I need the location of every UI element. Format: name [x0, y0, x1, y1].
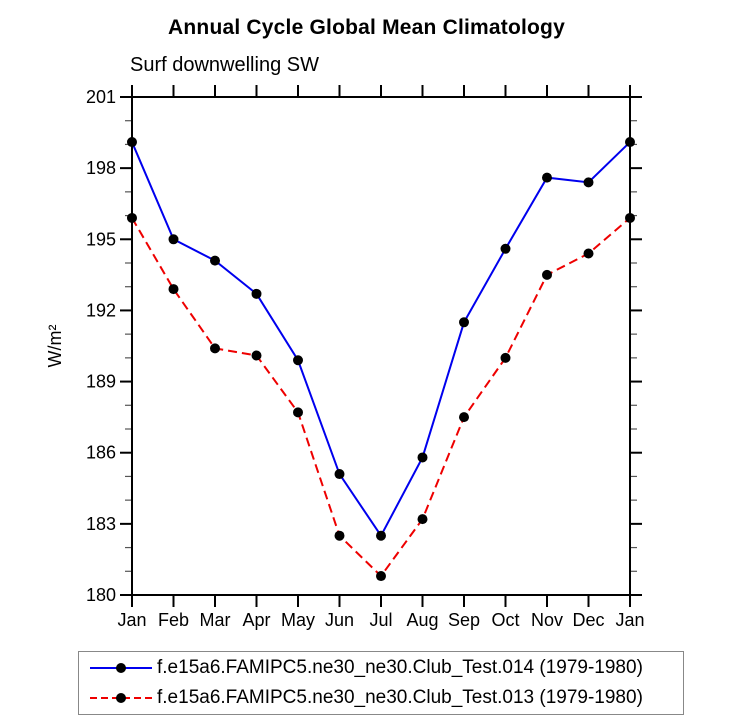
y-tick-label: 192	[86, 300, 116, 320]
x-tick-label: May	[281, 610, 315, 630]
x-tick-label: Mar	[200, 610, 231, 630]
legend-row: f.e15a6.FAMIPC5.ne30_ne30.Club_Test.014 …	[88, 653, 683, 683]
data-point-marker	[542, 269, 552, 280]
legend-line-sample	[90, 693, 152, 703]
data-point-marker	[500, 243, 511, 254]
x-tick-label: Sep	[448, 610, 480, 630]
chart-subtitle: Surf downwelling SW	[130, 54, 319, 76]
data-point-marker	[210, 343, 220, 354]
x-tick-label: Jul	[369, 610, 392, 630]
data-point-marker	[625, 137, 635, 148]
legend-label: f.e15a6.FAMIPC5.ne30_ne30.Club_Test.014 …	[157, 657, 643, 678]
x-tick-label: Apr	[242, 610, 270, 630]
y-tick-label: 195	[86, 229, 116, 249]
y-tick-label: 183	[86, 514, 116, 534]
y-tick-label: 180	[86, 585, 116, 605]
data-point-marker	[417, 514, 428, 525]
x-tick-label: Dec	[572, 610, 604, 630]
data-point-marker	[376, 530, 386, 541]
data-point-marker	[251, 288, 262, 299]
x-tick-label: Jan	[117, 610, 146, 630]
data-point-marker	[459, 412, 469, 423]
legend: f.e15a6.FAMIPC5.ne30_ne30.Club_Test.014 …	[78, 651, 684, 715]
data-point-marker	[168, 284, 179, 295]
data-point-marker	[417, 452, 428, 463]
data-point-marker	[625, 212, 635, 223]
legend-label: f.e15a6.FAMIPC5.ne30_ne30.Club_Test.013 …	[157, 687, 643, 708]
data-point-marker	[168, 234, 179, 245]
y-tick-label: 186	[86, 443, 116, 463]
data-point-marker	[542, 172, 552, 183]
x-tick-label: Jan	[615, 610, 644, 630]
data-point-marker	[500, 352, 511, 363]
data-point-marker	[334, 469, 345, 480]
data-point-marker	[376, 571, 386, 582]
chart-title: Annual Cycle Global Mean Climatology	[168, 16, 565, 39]
legend-row: f.e15a6.FAMIPC5.ne30_ne30.Club_Test.013 …	[88, 683, 683, 713]
data-point-marker	[293, 355, 303, 366]
x-tick-label: Aug	[406, 610, 438, 630]
data-point-marker	[127, 137, 137, 148]
legend-marker-icon	[116, 693, 126, 703]
data-point-marker	[127, 212, 137, 223]
y-tick-label: 189	[86, 372, 116, 392]
x-tick-label: Nov	[531, 610, 563, 630]
data-point-marker	[583, 248, 594, 259]
data-point-marker	[251, 350, 262, 361]
data-point-marker	[334, 530, 345, 541]
series-line-1	[131, 217, 631, 578]
y-tick-label: 198	[86, 158, 116, 178]
legend-line-sample	[90, 663, 152, 673]
x-tick-label: Jun	[325, 610, 354, 630]
x-tick-label: Oct	[491, 610, 519, 630]
x-tick-label: Feb	[158, 610, 189, 630]
plot-frame	[131, 96, 631, 596]
data-point-marker	[210, 255, 220, 266]
legend-marker-icon	[116, 663, 126, 673]
series-line-0	[131, 141, 631, 538]
y-tick-label: 201	[86, 87, 116, 107]
data-point-marker	[459, 317, 469, 328]
data-point-marker	[293, 407, 303, 418]
data-point-marker	[583, 177, 594, 188]
